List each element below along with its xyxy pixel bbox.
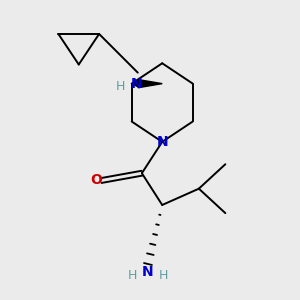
Polygon shape [138, 80, 162, 88]
Text: N: N [130, 76, 142, 91]
Text: H: H [128, 269, 137, 282]
Text: O: O [90, 173, 102, 187]
Text: H: H [159, 269, 168, 282]
Text: N: N [142, 265, 154, 279]
Polygon shape [132, 80, 140, 88]
Text: H: H [116, 80, 125, 93]
Text: N: N [156, 135, 168, 149]
